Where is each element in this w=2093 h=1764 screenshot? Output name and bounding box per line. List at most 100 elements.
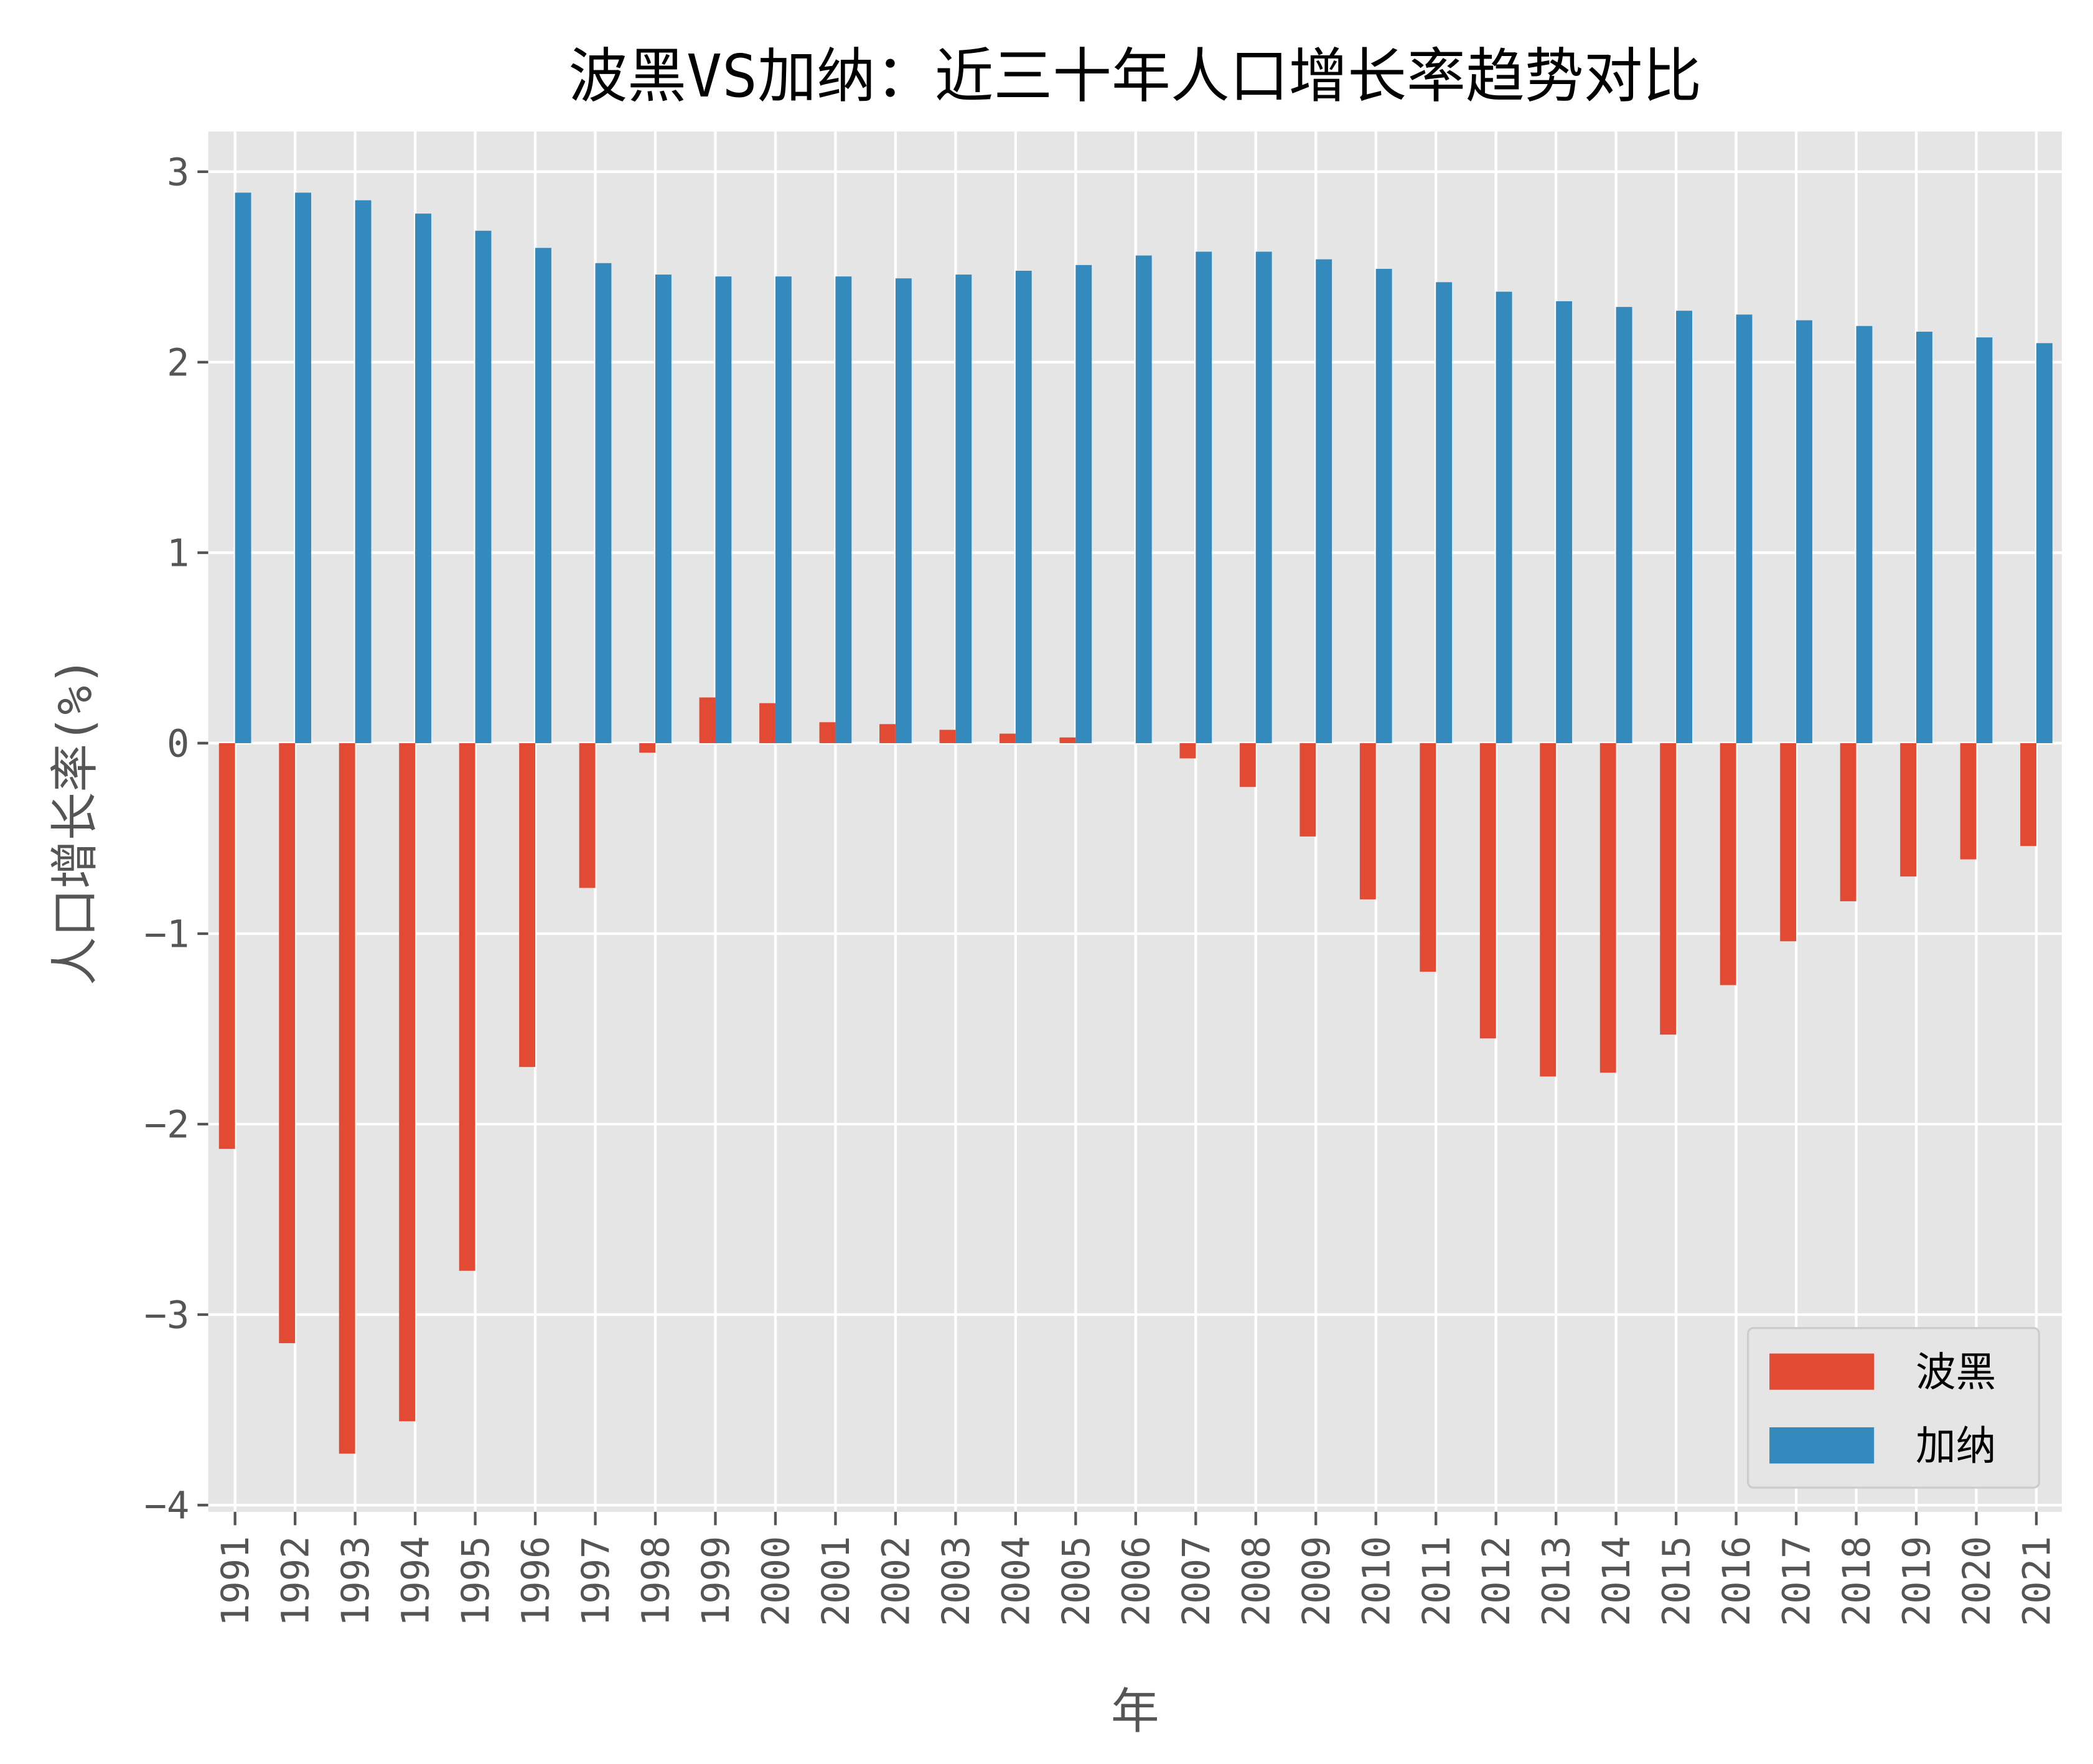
bar-bosnia-2009 [1299,743,1316,837]
y-axis-label: 人口增长率(%) [47,657,103,985]
bar-bosnia-1992 [279,743,295,1343]
bar-bosnia-1996 [519,743,535,1067]
x-tick-label: 2010 [1355,1536,1398,1626]
bar-bosnia-2005 [1059,738,1075,743]
x-tick-label: 1992 [274,1536,318,1626]
bar-ghana-2019 [1916,332,1932,743]
bar-bosnia-2020 [1960,743,1977,860]
bar-bosnia-2015 [1660,743,1676,1034]
legend-label-ghana: 加纳 [1916,1423,1996,1470]
x-tick-label: 2005 [1055,1536,1098,1626]
x-tick-label: 1996 [515,1536,558,1626]
bar-ghana-2021 [2036,343,2053,743]
x-tick-label: 2016 [1715,1536,1759,1626]
x-tick-label: 2017 [1776,1536,1819,1626]
x-tick-label: 2006 [1115,1536,1158,1626]
bar-bosnia-1994 [399,743,415,1421]
bar-bosnia-2000 [759,703,775,743]
y-tick-label: 0 [167,722,189,766]
bar-bosnia-2004 [1000,734,1016,743]
bar-ghana-2016 [1736,314,1753,743]
x-tick-label: 2000 [754,1536,798,1626]
bar-bosnia-2014 [1600,743,1616,1072]
bar-ghana-2010 [1376,269,1392,743]
x-tick-label: 2014 [1595,1536,1639,1626]
y-tick-label: 2 [167,341,189,385]
bar-bosnia-2021 [2020,743,2036,846]
y-tick-label: −2 [144,1104,190,1147]
bar-ghana-1999 [715,276,731,743]
legend-swatch-ghana [1769,1427,1874,1463]
x-tick-label: 1993 [334,1536,378,1626]
bar-bosnia-2011 [1420,743,1436,972]
bar-bosnia-1995 [459,743,475,1271]
legend-label-bosnia: 波黑 [1916,1349,1996,1396]
bar-bosnia-2016 [1720,743,1736,985]
bar-ghana-2020 [1977,337,1993,743]
bar-ghana-1994 [415,213,431,743]
bar-ghana-2000 [775,276,792,743]
y-tick-label: 1 [167,532,189,575]
x-tick-label: 2009 [1295,1536,1339,1626]
x-tick-label: 1994 [395,1536,438,1626]
bar-ghana-2011 [1436,282,1452,743]
x-tick-label: 2015 [1655,1536,1699,1626]
legend: 波黑 加纳 [1748,1328,2039,1488]
bar-ghana-1997 [596,263,612,743]
bar-ghana-2015 [1676,311,1692,743]
bar-ghana-1995 [475,231,492,743]
x-tick-label: 2013 [1535,1536,1579,1626]
x-tick-label: 2007 [1175,1536,1219,1626]
bar-ghana-2009 [1316,260,1332,743]
x-tick-label: 2011 [1415,1536,1459,1626]
bar-bosnia-1991 [219,743,235,1149]
y-tick-label: 3 [167,151,189,194]
x-tick-label: 2012 [1475,1536,1519,1626]
bar-bosnia-2013 [1540,743,1556,1077]
bar-bosnia-2008 [1240,743,1256,787]
y-tick-label: −1 [144,913,190,957]
bar-ghana-2012 [1496,292,1512,743]
x-axis-label: 年 [1111,1684,1159,1740]
bar-ghana-2018 [1857,326,1873,743]
x-tick-label: 1999 [695,1536,738,1626]
bar-ghana-1993 [355,200,372,743]
bar-bosnia-1993 [339,743,355,1453]
bar-bosnia-2017 [1780,743,1796,941]
bar-ghana-2006 [1136,256,1152,743]
x-tick-label: 2020 [1955,1536,1999,1626]
bar-ghana-2014 [1616,307,1632,743]
bar-ghana-2002 [896,278,912,743]
bar-bosnia-1997 [579,743,596,888]
bar-bosnia-2007 [1179,743,1196,758]
x-tick-label: 2019 [1896,1536,1939,1626]
bar-ghana-2008 [1256,251,1272,743]
y-tick-label: −4 [144,1485,190,1528]
bar-bosnia-2002 [879,724,896,743]
bar-bosnia-2018 [1840,743,1857,901]
bar-bosnia-1998 [639,743,655,753]
bar-bosnia-2010 [1360,743,1376,899]
bar-ghana-2004 [1016,271,1032,743]
y-tick-label: −3 [144,1294,190,1338]
bar-ghana-1998 [655,274,672,743]
x-tick-label: 1998 [635,1536,678,1626]
x-tick-label: 2001 [815,1536,858,1626]
x-tick-label: 2002 [874,1536,918,1626]
bar-bosnia-2012 [1480,743,1496,1038]
x-tick-label: 2008 [1235,1536,1278,1626]
x-tick-label: 1997 [574,1536,618,1626]
bar-ghana-2005 [1075,265,1092,743]
bar-ghana-1996 [535,248,551,743]
x-tick-label: 2004 [995,1536,1038,1626]
bar-bosnia-2019 [1900,743,1916,876]
bar-bosnia-1999 [700,697,716,743]
x-tick-label: 2018 [1835,1536,1879,1626]
bar-ghana-1992 [295,193,311,743]
bar-bosnia-2001 [820,722,836,743]
x-tick-label: 2003 [935,1536,978,1626]
legend-swatch-bosnia [1769,1354,1874,1390]
bar-ghana-2007 [1196,251,1212,743]
chart-title: 波黑VS加纳：近三十年人口增长率趋势对比 [568,42,1702,111]
